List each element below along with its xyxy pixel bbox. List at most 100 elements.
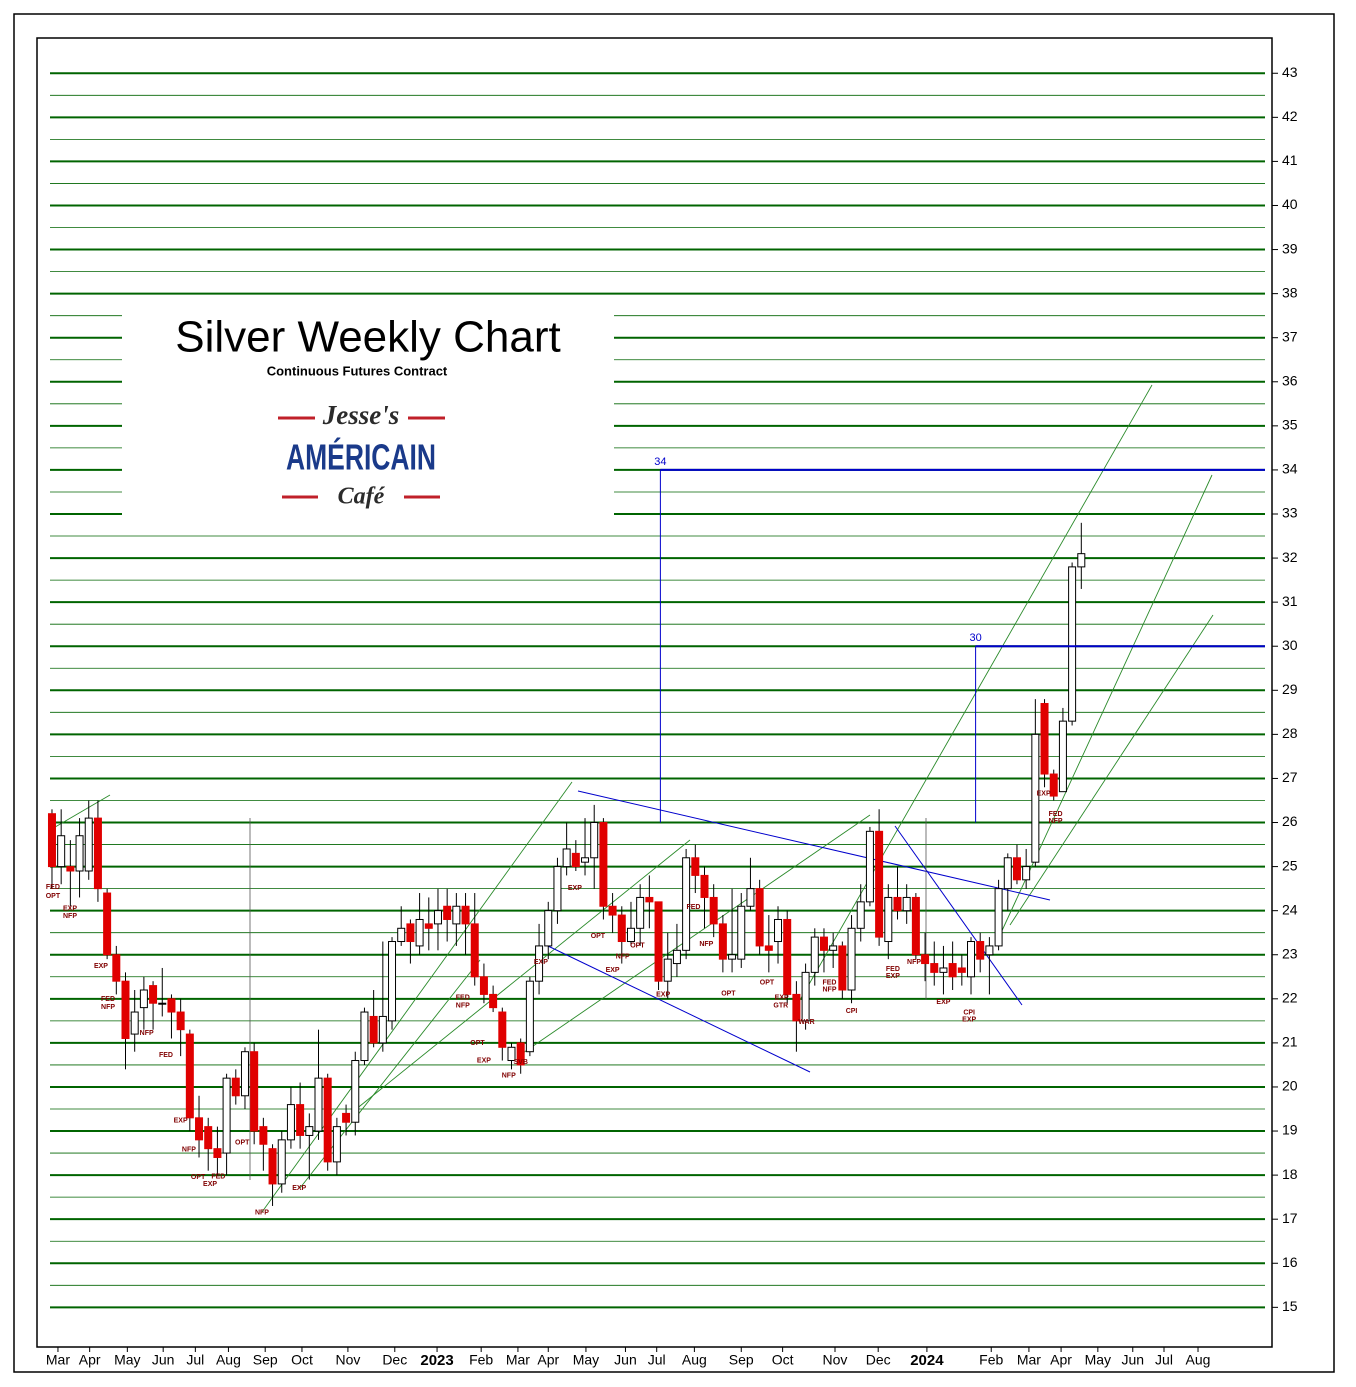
event-label: NFP (255, 1209, 269, 1216)
x-tick-label: Feb (979, 1352, 1003, 1368)
candle-body (397, 927, 406, 943)
x-tick-label: Feb (469, 1352, 493, 1368)
y-tick-label: 38 (1282, 284, 1298, 300)
event-label: OPT (760, 979, 775, 986)
trend-line (894, 825, 1023, 1006)
candle-body (75, 835, 84, 872)
x-tick-label: Oct (291, 1352, 313, 1368)
candle-body (774, 918, 783, 943)
candle-body (728, 954, 737, 960)
event-label: EXP (174, 1117, 188, 1124)
candle-body (286, 1104, 295, 1141)
trend-line (354, 839, 691, 1111)
y-tick-label: 39 (1282, 240, 1298, 256)
candle-body (470, 923, 479, 978)
chart-title: Silver Weekly Chart (175, 313, 561, 362)
candle-body (360, 1011, 369, 1062)
x-tick-label: Mar (1017, 1352, 1041, 1368)
event-label: CPI (846, 1008, 858, 1015)
candle-body (204, 1126, 213, 1150)
event-label: NFP (101, 1004, 115, 1011)
candle-body (305, 1126, 314, 1136)
event-label: FED (46, 884, 60, 891)
candle-body (433, 910, 442, 925)
x-tick-label: 2024 (910, 1352, 944, 1369)
candle-body (571, 852, 580, 868)
candle-body (525, 980, 534, 1053)
candle-body (66, 866, 75, 872)
event-label: OPT (235, 1139, 250, 1146)
x-tick-label: Nov (335, 1352, 360, 1368)
candle-body (1003, 857, 1012, 890)
x-tick-label: Oct (772, 1352, 794, 1368)
event-label: EXP (606, 967, 620, 974)
y-tick-label: 22 (1282, 990, 1298, 1006)
y-tick-label: 37 (1282, 328, 1298, 344)
x-tick-label: Jul (186, 1352, 204, 1368)
candle-body (709, 896, 718, 925)
trend-line (49, 794, 111, 831)
candle-body (553, 866, 562, 912)
candle-body (121, 980, 130, 1039)
candle-body (57, 835, 66, 868)
x-tick-label: Aug (1186, 1352, 1211, 1368)
candle-body (296, 1104, 305, 1136)
event-label: OPT (46, 893, 61, 900)
y-tick-label: 32 (1282, 549, 1298, 565)
blue-channel (547, 790, 1051, 1073)
candle-body (590, 822, 599, 859)
candle-body (149, 985, 158, 1004)
candle-body (443, 905, 452, 920)
candles (47, 522, 1086, 1206)
event-label: NFP (907, 959, 921, 966)
candle-body (415, 918, 424, 947)
event-label: NFP (502, 1072, 516, 1079)
candle-body (562, 848, 571, 868)
event-label: OPT (470, 1040, 485, 1047)
candle-body (406, 923, 415, 943)
candle-body (112, 954, 121, 982)
y-tick-label: 20 (1282, 1078, 1298, 1094)
level-label: 34 (654, 456, 666, 468)
candle-body (764, 945, 773, 951)
event-label: NFP (140, 1030, 154, 1037)
y-tick-label: 40 (1282, 196, 1298, 212)
candle-body (213, 1148, 222, 1158)
candle-body (1058, 720, 1067, 793)
x-tick-label: Sep (253, 1352, 278, 1368)
event-label: EXP (775, 994, 789, 1001)
x-tick-label: Apr (537, 1352, 559, 1368)
candle-body (636, 896, 645, 929)
marker-lines (249, 818, 927, 1180)
event-label: FED (211, 1173, 225, 1180)
event-label: EXP (936, 999, 950, 1006)
candle-body (976, 941, 985, 960)
event-label: FED (101, 996, 115, 1003)
candle-body (222, 1077, 231, 1154)
candle-body (167, 998, 176, 1013)
event-label: OPT (630, 942, 645, 949)
y-tick-label: 17 (1282, 1210, 1298, 1226)
candle-body (103, 892, 112, 956)
x-tick-label: Dec (866, 1352, 891, 1368)
y-tick-label: 18 (1282, 1166, 1298, 1182)
candle-body (930, 963, 939, 973)
trend-line (261, 781, 573, 1213)
candle-body (994, 888, 1003, 947)
y-tick-label: 41 (1282, 152, 1298, 168)
candle-body (663, 958, 672, 982)
candle-body (277, 1139, 286, 1185)
x-tick-label: Dec (382, 1352, 407, 1368)
candle-body (581, 857, 590, 863)
event-label: EXP (203, 1181, 217, 1188)
event-label: FED (822, 979, 836, 986)
candle-body (893, 896, 902, 912)
candle-body (1012, 857, 1021, 881)
event-label: EXP (477, 1057, 491, 1064)
event-label: WAR (798, 1019, 814, 1026)
event-label: CPI (963, 1009, 975, 1016)
y-tick-label: 24 (1282, 901, 1298, 917)
candle-body (810, 936, 819, 973)
candle-body (939, 967, 948, 973)
y-tick-label: 36 (1282, 372, 1298, 388)
